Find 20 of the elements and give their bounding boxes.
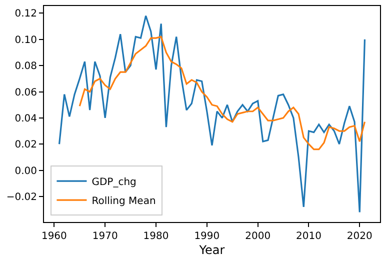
y-tick-label: −0.02 — [6, 192, 37, 203]
x-tick-label: 2000 — [245, 231, 271, 242]
y-tick-label: 0.12 — [14, 8, 37, 20]
line-series — [78, 36, 366, 150]
y-tick-label: 0.02 — [14, 140, 37, 151]
y-tick-label: 0.08 — [14, 61, 37, 72]
x-tick-label: 2010 — [296, 231, 322, 242]
legend-label: Rolling Mean — [92, 196, 156, 207]
x-tick-label: 1970 — [92, 231, 118, 242]
x-tick-label: 1990 — [194, 231, 220, 242]
x-tick-label: 1980 — [143, 231, 169, 242]
x-axis-title: Year — [198, 242, 225, 257]
x-tick-label: 2020 — [346, 231, 372, 242]
y-tick-label: 0.04 — [14, 113, 37, 124]
legend-label: GDP_chg — [92, 176, 136, 188]
x-tick-label: 1960 — [41, 231, 67, 242]
y-tick-label: 0.06 — [14, 87, 37, 98]
y-tick-label: 0.00 — [14, 166, 37, 177]
y-tick-label: 0.10 — [14, 34, 37, 46]
line-series — [58, 15, 366, 213]
